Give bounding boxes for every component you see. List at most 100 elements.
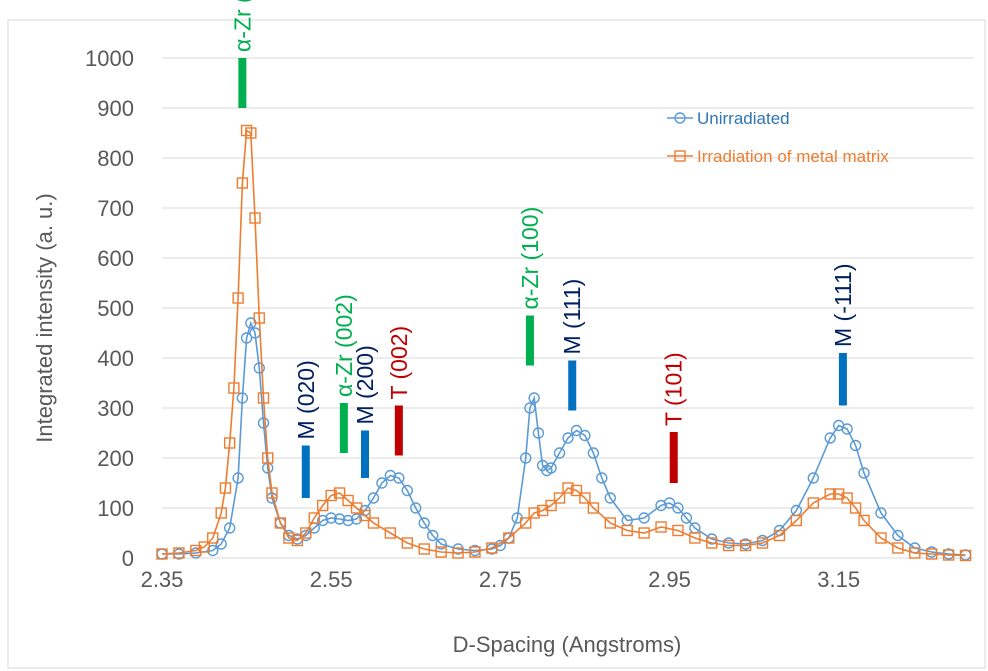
- peak-marker-bar: [394, 405, 403, 456]
- data-point: [333, 513, 346, 525]
- data-point: [892, 542, 904, 554]
- data-point: [325, 512, 337, 524]
- data-point: [824, 488, 836, 500]
- peak-annotation: T (101): [661, 352, 687, 483]
- data-point: [655, 521, 667, 533]
- data-point: [426, 529, 439, 542]
- data-point: [435, 546, 447, 558]
- series-layer: [156, 124, 972, 562]
- data-point: [410, 502, 422, 514]
- data-point: [367, 492, 380, 504]
- data-point: [858, 467, 870, 479]
- data-point: [418, 517, 430, 529]
- data-point: [223, 437, 236, 449]
- data-point: [579, 492, 591, 504]
- legend-marker-unirradiated: [674, 112, 686, 124]
- peak-marker-bar: [525, 315, 534, 366]
- y-tick-label: 300: [97, 396, 134, 421]
- gridlines: [162, 57, 974, 559]
- peak-label: α-Zr (100): [517, 207, 543, 310]
- data-point: [219, 482, 232, 494]
- peak-marker-bar: [238, 58, 247, 108]
- data-point: [418, 543, 430, 555]
- data-point: [528, 507, 540, 519]
- data-point: [672, 524, 684, 537]
- peak-marker-bar: [568, 360, 577, 411]
- data-point: [156, 548, 168, 560]
- data-point: [520, 517, 532, 529]
- data-point: [638, 527, 650, 539]
- data-point: [579, 429, 591, 442]
- data-point: [232, 472, 244, 484]
- data-point: [367, 517, 380, 529]
- data-point: [739, 539, 752, 552]
- data-point: [384, 469, 397, 482]
- data-point: [401, 537, 413, 549]
- data-point: [604, 517, 616, 529]
- data-point: [532, 427, 545, 439]
- data-point: [393, 472, 405, 484]
- data-point: [249, 212, 261, 224]
- data-point: [300, 527, 312, 539]
- data-point: [469, 546, 481, 558]
- data-point: [240, 332, 253, 344]
- data-point: [317, 514, 329, 527]
- data-point: [232, 292, 244, 304]
- data-point: [283, 532, 295, 544]
- data-point: [190, 544, 202, 557]
- data-point: [638, 512, 650, 524]
- data-point: [824, 432, 836, 444]
- data-point: [528, 392, 540, 404]
- data-point: [875, 507, 887, 519]
- data-point: [570, 484, 583, 497]
- peak-annotation: α-Zr (100): [517, 207, 543, 366]
- legend: Unirradiated Irradiation of metal matrix: [667, 109, 889, 166]
- chart-border: [7, 19, 986, 669]
- data-point: [849, 502, 862, 514]
- data-point: [545, 499, 557, 512]
- data-point: [333, 487, 346, 499]
- data-point: [350, 502, 363, 514]
- x-tick-label: 2.95: [648, 567, 691, 592]
- data-point: [672, 502, 684, 514]
- data-point: [807, 472, 819, 484]
- peak-label: α-Zr (101): [229, 0, 255, 52]
- peak-annotation: α-Zr (002): [331, 294, 357, 453]
- data-point: [790, 514, 803, 527]
- peak-marker-bar: [838, 353, 847, 406]
- data-point: [909, 547, 921, 559]
- data-point: [706, 537, 718, 549]
- data-point: [604, 492, 616, 504]
- data-point: [680, 512, 693, 524]
- peak-label: M (200): [352, 345, 378, 424]
- y-tick-label: 100: [97, 496, 134, 521]
- data-point: [942, 549, 955, 561]
- y-tick-label: 900: [97, 96, 134, 121]
- data-point: [621, 524, 633, 537]
- peak-annotation: M (111): [559, 279, 585, 411]
- data-point: [228, 382, 240, 394]
- y-tick-label: 500: [97, 296, 134, 321]
- y-tick-labels: 0 100 200 300 400 500 600 700 800 900 1000: [85, 46, 134, 571]
- y-tick-label: 200: [97, 446, 134, 471]
- data-point: [257, 417, 270, 429]
- legend-marker-irradiation: [674, 150, 686, 162]
- x-tick-label: 2.75: [479, 567, 522, 592]
- data-point: [655, 499, 667, 512]
- legend-label-unirradiated: Unirradiated: [697, 109, 790, 128]
- data-point: [503, 532, 515, 544]
- data-point: [245, 127, 257, 139]
- data-point: [524, 402, 536, 414]
- data-point: [926, 548, 938, 560]
- y-axis-title: Integrated intensity (a. u.): [32, 193, 57, 442]
- data-point: [207, 544, 219, 557]
- y-tick-label: 400: [97, 346, 134, 371]
- data-point: [215, 507, 227, 519]
- data-point: [359, 509, 371, 522]
- data-point: [253, 362, 265, 374]
- data-point: [173, 547, 185, 559]
- peak-annotation: α-Zr (101): [229, 0, 255, 108]
- peak-label: T (101): [661, 352, 687, 426]
- series-line: [161, 129, 966, 557]
